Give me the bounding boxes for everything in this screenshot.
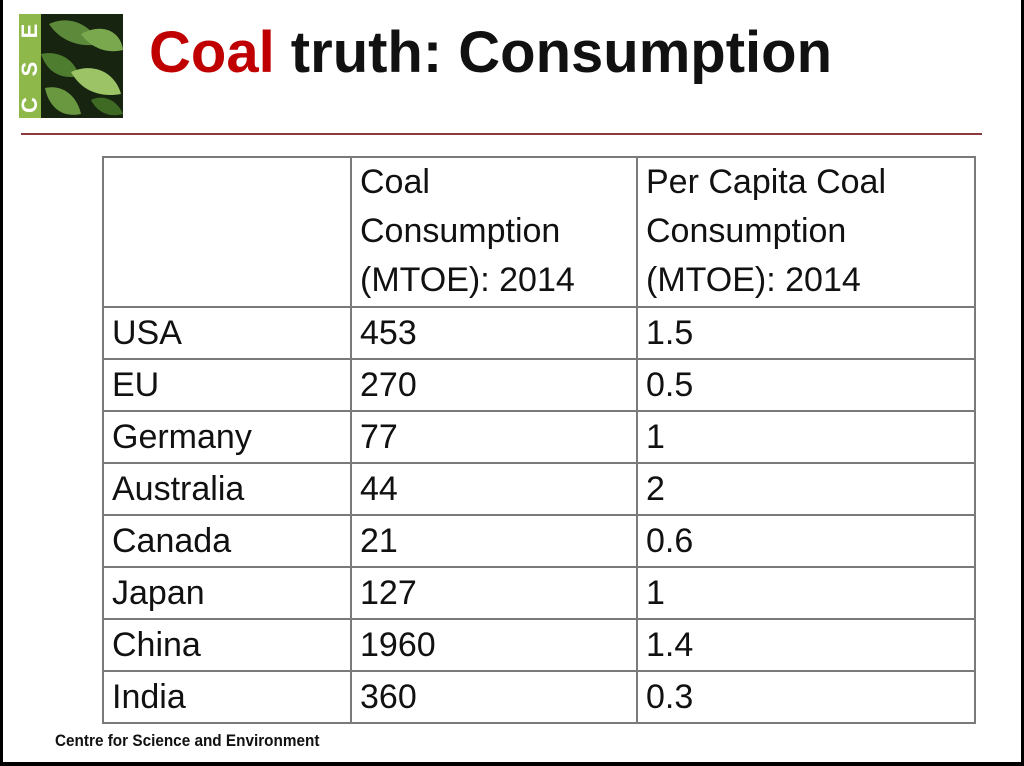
header-country [102,156,352,308]
coal-consumption-table: Coal Consumption (MTOE): 2014 Per Capita… [102,156,976,724]
table-row: Australia 44 2 [102,462,976,516]
cell-coal: 453 [350,306,638,360]
cell-country: Japan [102,566,352,620]
cse-logo: C S E [17,14,123,118]
title-rest: truth: Consumption [274,20,833,85]
cell-per-capita: 0.5 [636,358,976,412]
table-row: India 360 0.3 [102,670,976,724]
title-divider [21,133,982,135]
footer-organization: Centre for Science and Environment [55,731,320,750]
cell-coal: 44 [350,462,638,516]
cell-per-capita: 1.5 [636,306,976,360]
table-row: USA 453 1.5 [102,306,976,360]
cell-per-capita: 0.3 [636,670,976,724]
cell-coal: 77 [350,410,638,464]
table-row: China 1960 1.4 [102,618,976,672]
cell-country: Canada [102,514,352,568]
logo-letter-e: E [17,23,42,39]
cell-per-capita: 1 [636,566,976,620]
logo-letters: C S E [17,14,42,118]
cell-coal: 1960 [350,618,638,672]
header-per-capita: Per Capita Coal Consumption (MTOE): 2014 [636,156,976,308]
logo-letter-s: S [17,61,42,77]
table-row: Germany 77 1 [102,410,976,464]
cell-coal: 360 [350,670,638,724]
logo-letter-c: C [17,97,42,113]
cell-country: Germany [102,410,352,464]
cell-country: Australia [102,462,352,516]
cell-country: China [102,618,352,672]
title-accent: Coal [149,20,275,85]
cell-country: USA [102,306,352,360]
leaf-image-icon [41,14,123,118]
slide: C S E Coal truth: Consumption Coal Consu… [3,0,1021,762]
cell-per-capita: 0.6 [636,514,976,568]
cell-per-capita: 1 [636,410,976,464]
cell-coal: 21 [350,514,638,568]
table-header-row: Coal Consumption (MTOE): 2014 Per Capita… [102,156,976,308]
cell-country: India [102,670,352,724]
table-row: Japan 127 1 [102,566,976,620]
cell-per-capita: 2 [636,462,976,516]
cell-country: EU [102,358,352,412]
cell-per-capita: 1.4 [636,618,976,672]
cell-coal: 127 [350,566,638,620]
header-coal-consumption: Coal Consumption (MTOE): 2014 [350,156,638,308]
table-row: EU 270 0.5 [102,358,976,412]
page-title: Coal truth: Consumption [149,18,832,88]
table-row: Canada 21 0.6 [102,514,976,568]
cell-coal: 270 [350,358,638,412]
